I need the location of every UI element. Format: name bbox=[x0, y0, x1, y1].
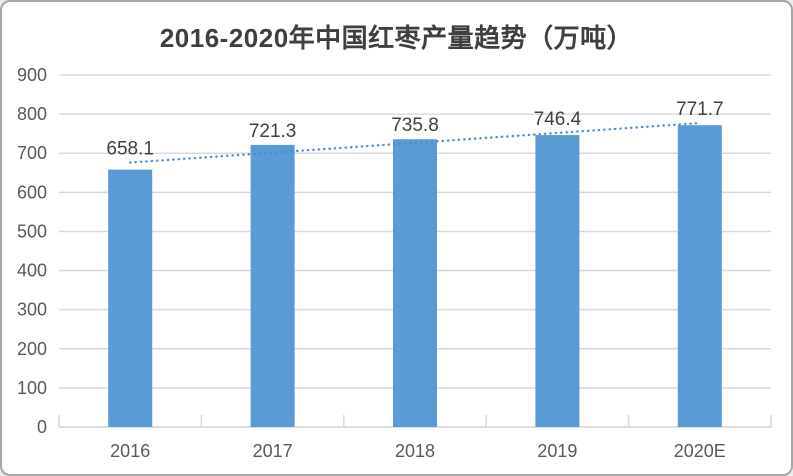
x-tick-label: 2017 bbox=[253, 441, 293, 461]
y-tick-label: 400 bbox=[17, 261, 47, 281]
y-tick-label: 200 bbox=[17, 339, 47, 359]
bar-value-label: 721.3 bbox=[249, 121, 297, 142]
bar-value-label: 658.1 bbox=[106, 139, 154, 160]
y-tick-label: 0 bbox=[37, 417, 47, 437]
bar bbox=[535, 135, 580, 428]
x-tick-label: 2018 bbox=[395, 441, 435, 461]
bar bbox=[108, 169, 153, 427]
y-tick-label: 700 bbox=[17, 143, 47, 163]
x-tick-label: 2019 bbox=[537, 441, 577, 461]
y-tick-label: 300 bbox=[17, 300, 47, 320]
y-tick-label: 900 bbox=[17, 65, 47, 85]
trendline bbox=[128, 121, 701, 164]
bar bbox=[393, 139, 437, 427]
y-tick-label: 800 bbox=[17, 104, 47, 124]
bar-value-label: 771.7 bbox=[676, 99, 724, 120]
y-tick-label: 100 bbox=[17, 378, 47, 398]
bar-value-label: 746.4 bbox=[534, 109, 582, 130]
bar bbox=[250, 144, 295, 428]
x-tick-label: 2020E bbox=[674, 441, 726, 461]
y-tick-label: 500 bbox=[17, 221, 47, 241]
bar bbox=[677, 125, 722, 427]
bar-value-label: 735.8 bbox=[391, 115, 439, 136]
x-tick-label: 2016 bbox=[110, 441, 150, 461]
chart-title: 2016-2020年中国红枣产量趋势（万吨） bbox=[159, 23, 634, 53]
y-tick-label: 600 bbox=[17, 182, 47, 202]
